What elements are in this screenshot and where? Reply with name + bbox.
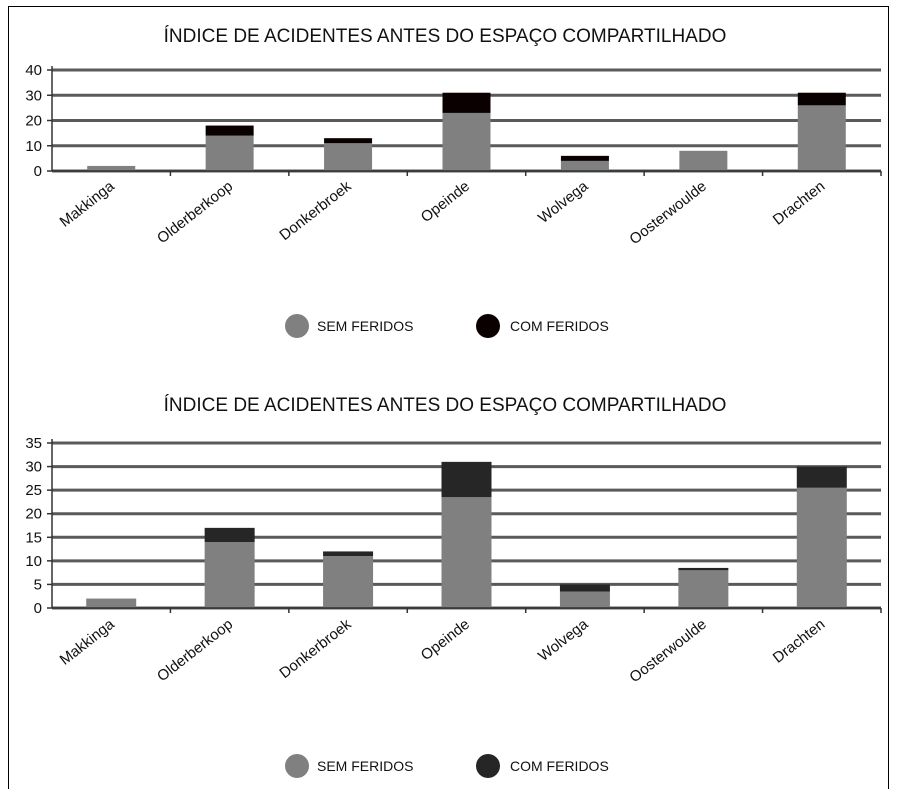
bar-sem-feridos xyxy=(205,135,254,171)
x-tick-label: Drachten xyxy=(770,178,828,229)
y-tick-label: 0 xyxy=(34,600,42,617)
x-tick-label: Oosterwoulde xyxy=(626,616,709,686)
x-tick-label: Makkinga xyxy=(57,177,119,230)
y-tick-label: 35 xyxy=(25,435,42,452)
bar-sem-feridos xyxy=(797,105,846,171)
bar-sem-feridos xyxy=(796,487,847,608)
bar-com-feridos xyxy=(797,92,846,106)
legend-label: COM FERIDOS xyxy=(510,318,609,334)
chart-title: ÍNDICE DE ACIDENTES ANTES DO ESPAÇO COMP… xyxy=(164,26,727,47)
y-tick-label: 30 xyxy=(25,459,42,476)
y-tick-label: 30 xyxy=(25,87,42,104)
bar-com-feridos xyxy=(560,155,609,161)
x-tick-label: Drachten xyxy=(770,616,828,667)
chart-1: ÍNDICE DE ACIDENTES ANTES DO ESPAÇO COMP… xyxy=(25,26,882,338)
chart-title: ÍNDICE DE ACIDENTES ANTES DO ESPAÇO COMP… xyxy=(164,395,727,416)
bar-com-feridos xyxy=(205,125,254,136)
legend-label: COM FERIDOS xyxy=(510,758,609,774)
bar-sem-feridos xyxy=(560,160,609,171)
y-tick-label: 0 xyxy=(34,163,42,180)
bar-sem-feridos xyxy=(86,598,137,608)
bar-com-feridos xyxy=(324,138,373,144)
bar-com-feridos xyxy=(323,551,374,557)
chart-2: ÍNDICE DE ACIDENTES ANTES DO ESPAÇO COMP… xyxy=(25,395,882,778)
y-tick-label: 20 xyxy=(25,113,42,130)
x-tick-label: Makkinga xyxy=(57,615,119,668)
bar-sem-feridos xyxy=(559,591,610,608)
bar-sem-feridos xyxy=(442,112,491,171)
bar-sem-feridos xyxy=(87,165,136,171)
bar-sem-feridos xyxy=(324,143,373,171)
bar-com-feridos xyxy=(678,567,729,571)
bar-com-feridos xyxy=(796,466,847,488)
x-tick-label: Wolvega xyxy=(535,615,592,665)
legend-marker xyxy=(476,754,500,778)
bar-sem-feridos xyxy=(679,150,728,171)
bar-com-feridos xyxy=(559,584,610,592)
bar-com-feridos xyxy=(442,92,491,113)
bar-com-feridos xyxy=(441,461,492,498)
y-tick-label: 5 xyxy=(34,576,42,593)
figure-frame xyxy=(8,6,889,789)
legend-marker xyxy=(285,754,309,778)
y-tick-label: 15 xyxy=(25,529,42,546)
bar-sem-feridos xyxy=(678,570,729,608)
y-tick-label: 25 xyxy=(25,482,42,499)
x-tick-label: Wolvega xyxy=(535,177,592,227)
legend-label: SEM FERIDOS xyxy=(317,318,413,334)
y-tick-label: 40 xyxy=(25,62,42,79)
y-tick-label: 20 xyxy=(25,506,42,523)
legend-marker xyxy=(476,314,500,338)
x-tick-label: Olderberkoop xyxy=(154,178,236,247)
x-tick-label: Donkerbroek xyxy=(276,615,355,682)
legend-marker xyxy=(285,314,309,338)
bar-sem-feridos xyxy=(204,542,255,608)
y-tick-label: 10 xyxy=(25,553,42,570)
x-tick-label: Opeinde xyxy=(418,616,473,664)
x-tick-label: Oosterwoulde xyxy=(626,178,709,248)
x-tick-label: Donkerbroek xyxy=(276,177,355,244)
bar-sem-feridos xyxy=(441,497,492,608)
x-tick-label: Opeinde xyxy=(418,178,473,226)
legend-label: SEM FERIDOS xyxy=(317,758,413,774)
y-tick-label: 10 xyxy=(25,138,42,155)
x-tick-label: Olderberkoop xyxy=(154,616,236,685)
bar-sem-feridos xyxy=(323,556,374,608)
bar-com-feridos xyxy=(204,527,255,542)
